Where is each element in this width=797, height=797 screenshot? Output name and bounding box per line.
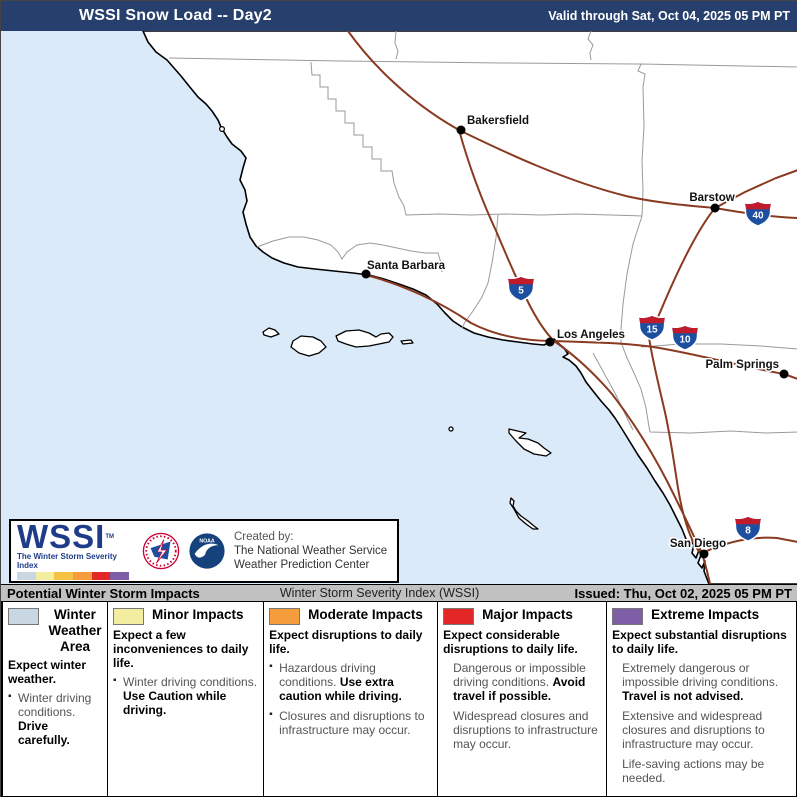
wssi-trademark: TM xyxy=(105,534,115,540)
interstate-40-shield: 40 xyxy=(745,202,771,225)
coastline-land xyxy=(142,30,797,585)
org-name-line1: The National Weather Service xyxy=(234,545,388,557)
legend-summary: Expect a few inconveniences to daily lif… xyxy=(113,628,249,670)
legend-summary: Expect considerable disruptions to daily… xyxy=(443,628,578,656)
city-label-palm-springs: Palm Springs xyxy=(706,359,780,371)
legend-paragraph: Extremely dangerous or impossible drivin… xyxy=(622,661,779,703)
legend-title: Winter Weather Area xyxy=(48,607,102,654)
minor-impacts-swatch xyxy=(113,608,144,625)
legend-title: Extreme Impacts xyxy=(651,607,760,622)
svg-text:NOAA: NOAA xyxy=(199,538,215,544)
nws-logo-icon xyxy=(142,532,180,570)
city-label-los-angeles: Los Angeles xyxy=(557,329,625,341)
extreme-impacts-swatch xyxy=(612,608,644,625)
major-impacts-swatch xyxy=(443,608,475,625)
wssi-severity-colorbar xyxy=(17,572,130,580)
title-bar: WSSI Snow Load -- Day2 Valid through Sat… xyxy=(1,1,797,31)
status-bar: Potential Winter Storm Impacts Winter St… xyxy=(1,584,797,602)
svg-text:10: 10 xyxy=(679,335,691,346)
org-name-line2: Weather Prediction Center xyxy=(234,559,370,571)
city-label-barstow: Barstow xyxy=(689,192,734,204)
city-dot-san-diego xyxy=(699,549,709,559)
legend-paragraph: Dangerous or impossible driving conditio… xyxy=(453,661,586,703)
index-name-text: Winter Storm Severity Index (WSSI) xyxy=(279,586,480,600)
wssi-wordmark: WSSI xyxy=(17,518,106,555)
city-dot-bakersfield xyxy=(456,125,466,135)
legend-summary: Expect winter weather. xyxy=(8,658,87,686)
noaa-logo-icon: NOAA xyxy=(189,533,225,569)
wssi-credit-box: WSSITM The Winter Storm Severity Index N… xyxy=(9,519,399,583)
svg-text:40: 40 xyxy=(752,211,764,222)
city-label-bakersfield: Bakersfield xyxy=(467,115,529,127)
wssi-logo: WSSITM The Winter Storm Severity Index xyxy=(17,520,134,580)
legend-summary: Expect substantial disruptions to daily … xyxy=(612,628,787,656)
interstate-5-shield: 5 xyxy=(508,277,534,300)
channel-islands xyxy=(262,327,552,530)
city-dot-palm-springs xyxy=(779,369,789,379)
valid-through-text: Valid through Sat, Oct 04, 2025 05 PM PT xyxy=(548,9,790,23)
page-title: WSSI Snow Load -- Day2 xyxy=(79,7,272,24)
map-canvas: 5 15 10 40 8 xyxy=(1,30,797,585)
interstate-15-shield: 15 xyxy=(639,316,665,339)
svg-text:5: 5 xyxy=(518,286,524,297)
legend-paragraph: Extensive and widespread closures and di… xyxy=(622,709,765,751)
legend-col-minor: Minor Impacts Expect a few inconvenience… xyxy=(108,602,265,796)
interstate-8-shield: 8 xyxy=(735,517,761,540)
legend-col-winter-weather: Winter Weather Area Expect winter weathe… xyxy=(3,602,108,796)
legend-col-extreme: Extreme Impacts Expect substantial disru… xyxy=(607,602,796,796)
city-dot-santa-barbara xyxy=(361,269,371,279)
wssi-tagline: The Winter Storm Severity Index xyxy=(17,552,117,570)
moderate-impacts-swatch xyxy=(269,608,301,625)
legend-paragraph: Life-saving actions may be needed. xyxy=(622,757,765,785)
county-lines xyxy=(168,30,797,434)
city-label-santa-barbara: Santa Barbara xyxy=(367,260,446,272)
city-markers xyxy=(361,125,789,559)
svg-text:15: 15 xyxy=(646,325,658,336)
legend-bullet: Winter driving conditions. Drive careful… xyxy=(8,690,103,747)
legend-bullet: Winter driving conditions. Use Caution w… xyxy=(113,674,259,717)
legend-col-moderate: Moderate Impacts Expect disruptions to d… xyxy=(264,602,439,796)
impacts-heading: Potential Winter Storm Impacts xyxy=(7,585,200,601)
legend-col-major: Major Impacts Expect considerable disrup… xyxy=(438,602,608,796)
legend-title: Moderate Impacts xyxy=(308,607,423,622)
credit-text: Created by: The National Weather Service… xyxy=(234,530,391,572)
legend-summary: Expect disruptions to daily life. xyxy=(269,628,423,656)
morro-bay xyxy=(219,125,226,132)
city-dot-los-angeles xyxy=(545,337,555,347)
legend-bullet: Closures and disruptions to infrastructu… xyxy=(269,708,433,737)
interstate-10-shield: 10 xyxy=(672,326,698,349)
winter-weather-swatch xyxy=(8,608,39,625)
city-label-san-diego: San Diego xyxy=(670,538,726,550)
legend-title: Major Impacts xyxy=(482,607,573,622)
svg-text:8: 8 xyxy=(745,526,751,537)
legend-bullet: Hazardous driving conditions. Use extra … xyxy=(269,660,433,703)
impact-legend: Winter Weather Area Expect winter weathe… xyxy=(1,602,797,797)
city-dot-barstow xyxy=(710,203,720,213)
issued-timestamp: Issued: Thu, Oct 02, 2025 05 PM PT xyxy=(574,585,792,601)
created-by-label: Created by: xyxy=(234,531,294,543)
socal-map: 5 15 10 40 8 xyxy=(1,30,797,585)
legend-title: Minor Impacts xyxy=(152,607,244,622)
legend-paragraph: Widespread closures and disruptions to i… xyxy=(453,709,598,751)
